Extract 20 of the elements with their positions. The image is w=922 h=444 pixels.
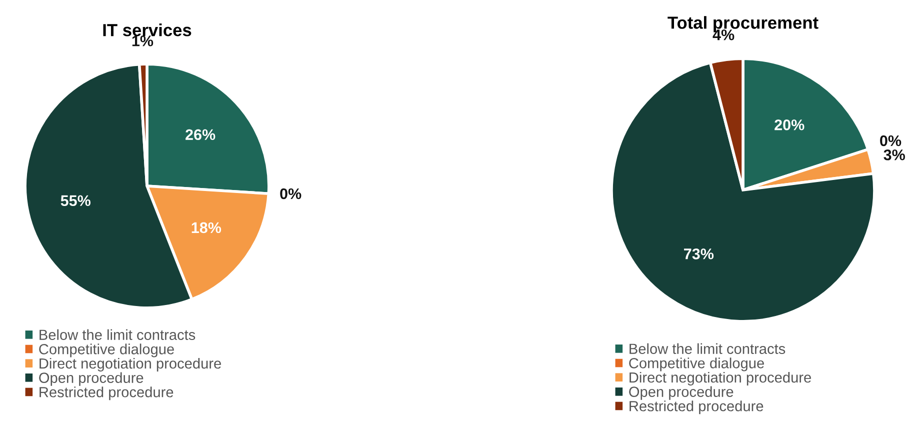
data-label: 73% (684, 248, 714, 260)
data-label: 1% (132, 36, 154, 46)
legend-label: Competitive dialogue (629, 358, 764, 372)
legend-label: Restricted procedure (40, 386, 174, 400)
legend-label: Competitive dialogue (39, 344, 174, 358)
text: 0% (880, 135, 902, 146)
legend-label: Below the limit contracts (630, 343, 786, 354)
chart-title: IT services (103, 24, 192, 36)
legend-label: Restricted procedure (630, 400, 764, 414)
legend-label: Open procedure (39, 372, 144, 386)
data-label: 3% (884, 149, 905, 160)
data-label: 18% (192, 222, 222, 234)
text: 0% (280, 188, 302, 200)
legend-label: Below the limit contracts (40, 329, 196, 340)
legend-label: Open procedure (629, 386, 734, 400)
data-label: 55% (60, 195, 91, 206)
legend-label: Direct negotiation procedure (630, 372, 811, 386)
legend-label: Direct negotiation procedure (40, 358, 221, 372)
data-label: 26% (186, 129, 216, 140)
data-label: 20% (774, 119, 804, 130)
